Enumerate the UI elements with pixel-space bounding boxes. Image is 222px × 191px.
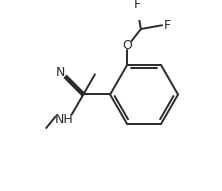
Text: F: F (164, 19, 171, 32)
Text: N: N (56, 66, 65, 79)
Text: NH: NH (54, 112, 73, 126)
Text: O: O (122, 39, 132, 52)
Text: F: F (134, 0, 141, 11)
